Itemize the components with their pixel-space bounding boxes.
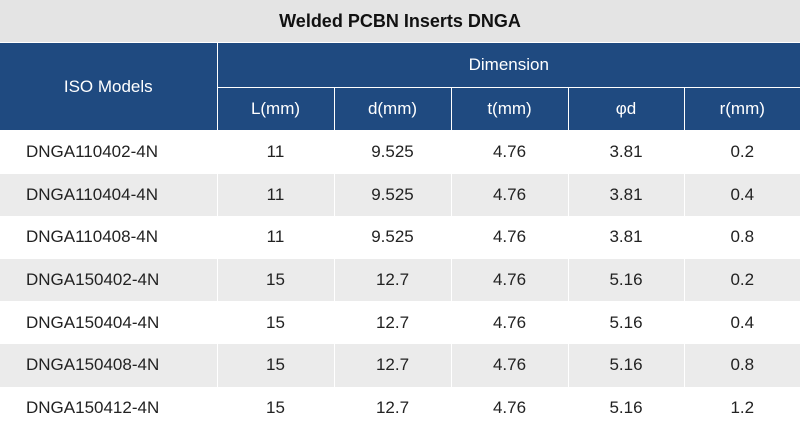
cell-d: 12.7 xyxy=(333,301,451,344)
cell-t: 4.76 xyxy=(450,258,568,302)
header-col-phid: φd xyxy=(567,87,685,131)
table-row: DNGA150408-4N 15 12.7 4.76 5.16 0.8 xyxy=(0,343,800,387)
cell-d: 9.525 xyxy=(333,173,451,217)
header-col-d: d(mm) xyxy=(333,87,452,131)
cell-l: 11 xyxy=(216,173,334,217)
cell-phid: 5.16 xyxy=(567,258,684,302)
cell-r: 0.4 xyxy=(683,173,800,217)
cell-l: 15 xyxy=(216,301,334,344)
header-col-r: r(mm) xyxy=(683,87,800,131)
cell-l: 11 xyxy=(216,216,334,259)
cell-phid: 5.16 xyxy=(567,343,684,387)
cell-t: 4.76 xyxy=(450,343,568,387)
cell-l: 15 xyxy=(216,258,334,302)
cell-model: DNGA110404-4N xyxy=(0,173,217,217)
cell-model: DNGA110408-4N xyxy=(0,216,217,259)
table-title: Welded PCBN Inserts DNGA xyxy=(0,0,800,42)
cell-phid: 5.16 xyxy=(567,301,684,344)
cell-r: 1.2 xyxy=(683,386,800,430)
cell-d: 9.525 xyxy=(333,216,451,259)
cell-d: 12.7 xyxy=(333,386,451,430)
header-col-t: t(mm) xyxy=(450,87,569,131)
cell-r: 0.4 xyxy=(683,301,800,344)
cell-d: 12.7 xyxy=(333,258,451,302)
header-iso-models: ISO Models xyxy=(0,42,218,131)
cell-l: 15 xyxy=(216,386,334,430)
cell-d: 12.7 xyxy=(333,343,451,387)
cell-t: 4.76 xyxy=(450,216,568,259)
cell-r: 0.8 xyxy=(683,343,800,387)
cell-r: 0.2 xyxy=(683,258,800,302)
cell-l: 15 xyxy=(216,343,334,387)
cell-model: DNGA150402-4N xyxy=(0,258,217,302)
cell-t: 4.76 xyxy=(450,301,568,344)
table-row: DNGA110408-4N 11 9.525 4.76 3.81 0.8 xyxy=(0,216,800,259)
cell-model: DNGA150408-4N xyxy=(0,343,217,387)
table-row: DNGA150404-4N 15 12.7 4.76 5.16 0.4 xyxy=(0,301,800,344)
cell-t: 4.76 xyxy=(450,173,568,217)
table-row: DNGA110404-4N 11 9.525 4.76 3.81 0.4 xyxy=(0,173,800,217)
cell-model: DNGA110402-4N xyxy=(0,130,217,174)
cell-r: 0.2 xyxy=(683,130,800,174)
header-dimension: Dimension xyxy=(216,42,800,88)
cell-d: 9.525 xyxy=(333,130,451,174)
cell-phid: 3.81 xyxy=(567,216,684,259)
cell-l: 11 xyxy=(216,130,334,174)
cell-phid: 3.81 xyxy=(567,130,684,174)
cell-t: 4.76 xyxy=(450,130,568,174)
header-col-l: L(mm) xyxy=(216,87,335,131)
cell-r: 0.8 xyxy=(683,216,800,259)
spec-table: ISO Models Dimension L(mm) d(mm) t(mm) φ… xyxy=(0,42,800,430)
table-row: DNGA110402-4N 11 9.525 4.76 3.81 0.2 xyxy=(0,130,800,174)
cell-phid: 3.81 xyxy=(567,173,684,217)
table-row: DNGA150412-4N 15 12.7 4.76 5.16 1.2 xyxy=(0,386,800,430)
cell-model: DNGA150404-4N xyxy=(0,301,217,344)
cell-phid: 5.16 xyxy=(567,386,684,430)
cell-t: 4.76 xyxy=(450,386,568,430)
cell-model: DNGA150412-4N xyxy=(0,386,217,430)
table-row: DNGA150402-4N 15 12.7 4.76 5.16 0.2 xyxy=(0,258,800,302)
